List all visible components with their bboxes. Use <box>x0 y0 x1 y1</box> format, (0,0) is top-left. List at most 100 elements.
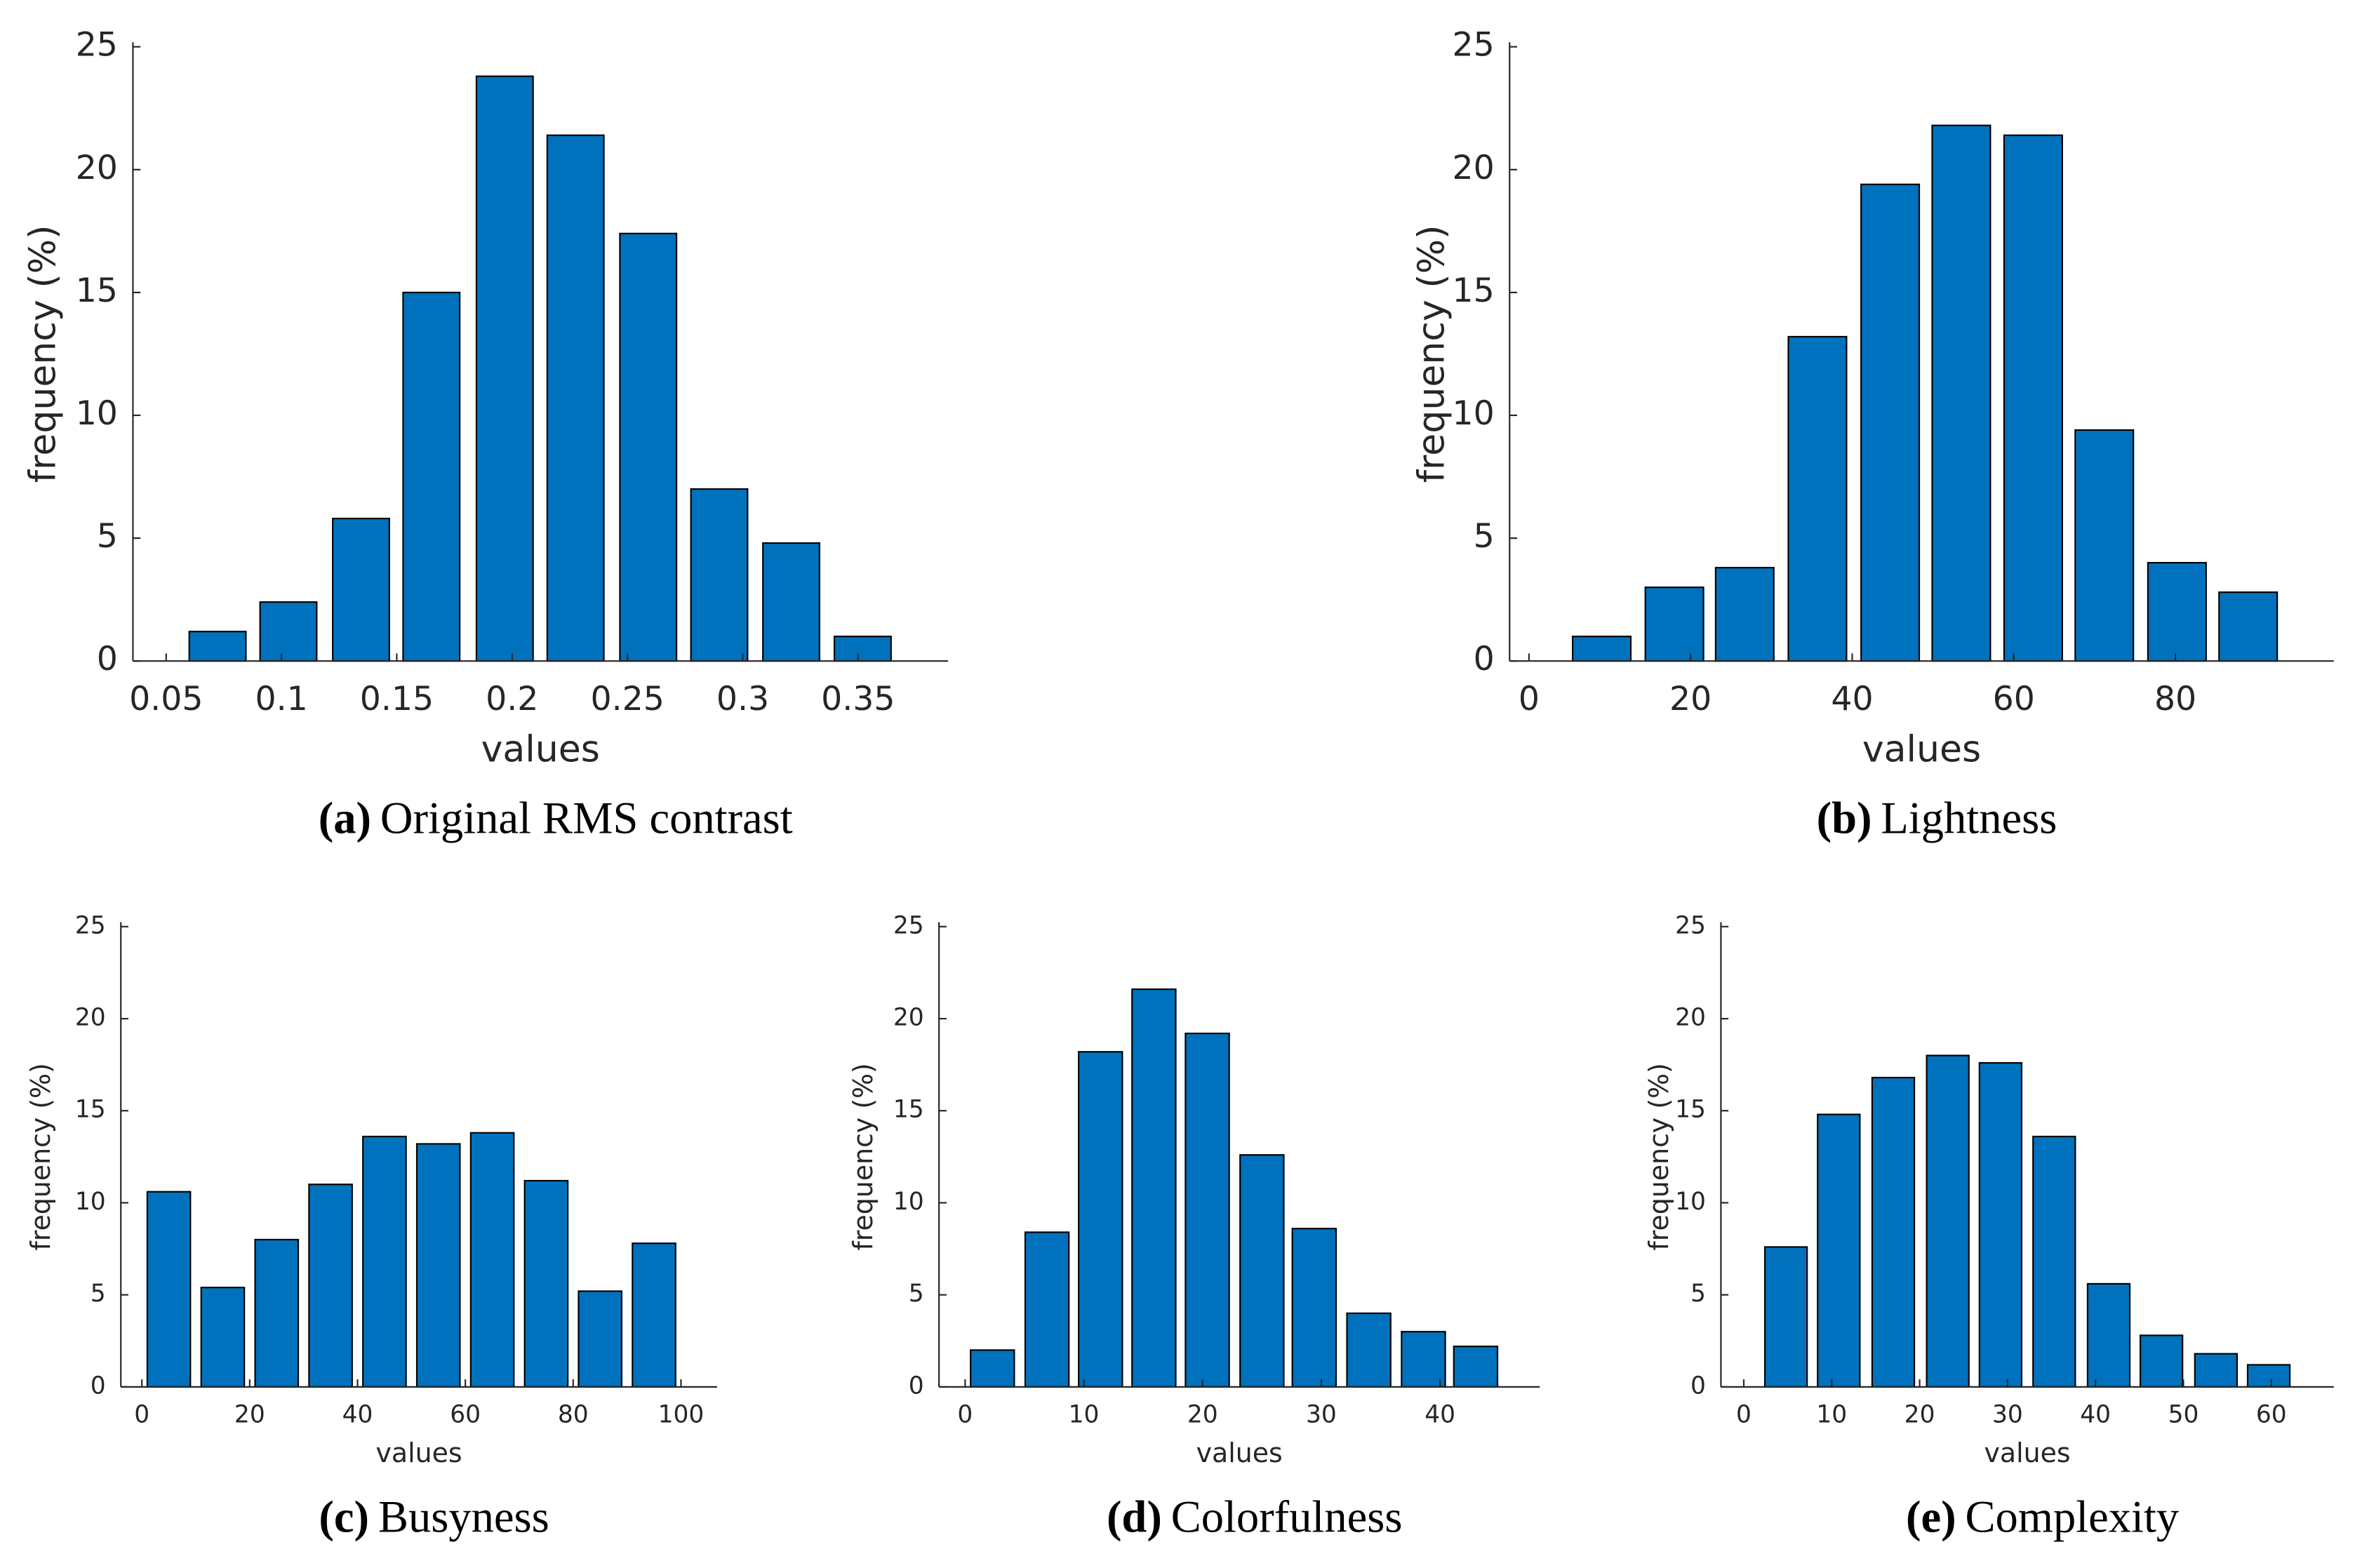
x-axis-label: values <box>1984 1438 2071 1468</box>
caption: (d) Colorfulness <box>1107 1491 1403 1541</box>
x-axis-label: values <box>376 1438 462 1468</box>
x-tick-label: 40 <box>1831 680 1873 718</box>
caption-label: (e) <box>1906 1491 1956 1541</box>
y-tick-label: 10 <box>1675 1188 1706 1216</box>
bar <box>523 1179 569 1388</box>
y-tick-label: 25 <box>893 911 924 939</box>
bar <box>619 232 678 662</box>
y-tick-label: 15 <box>1453 272 1495 310</box>
y-axis-label: frequency (%) <box>22 225 65 483</box>
y-tick-label: 15 <box>76 272 118 310</box>
x-tick-label: 0.25 <box>590 680 664 718</box>
x-tick-label: 80 <box>558 1401 589 1429</box>
y-axis-label: frequency (%) <box>848 1063 879 1250</box>
bar <box>1239 1154 1285 1388</box>
x-tick-label: 30 <box>1306 1401 1337 1429</box>
x-tick-label: 100 <box>658 1401 705 1429</box>
bar <box>1401 1331 1446 1388</box>
y-tick-label: 25 <box>1453 26 1495 65</box>
y-tick-label: 0 <box>909 1372 924 1400</box>
y-tick-label: 10 <box>75 1188 106 1216</box>
bar <box>1978 1061 2023 1388</box>
bar <box>1871 1076 1916 1388</box>
bar <box>1787 335 1848 662</box>
y-tick-label: 15 <box>75 1096 106 1124</box>
y-tick-label: 20 <box>893 1003 924 1031</box>
x-tick-label: 20 <box>1187 1401 1218 1429</box>
y-tick-label: 10 <box>893 1188 924 1216</box>
y-tick-label: 5 <box>91 1280 106 1308</box>
bar <box>1926 1054 1970 1388</box>
bar <box>1346 1312 1392 1388</box>
bar <box>2086 1282 2131 1388</box>
x-tick-label: 0.35 <box>821 680 895 718</box>
caption-label: (c) <box>319 1491 369 1541</box>
bar <box>1714 567 1775 662</box>
bar <box>1453 1346 1499 1388</box>
y-tick-label: 0 <box>97 640 118 678</box>
x-tick-label: 20 <box>1904 1401 1935 1429</box>
bar <box>1024 1231 1070 1388</box>
x-tick-label: 0.05 <box>129 680 203 718</box>
y-tick-label: 10 <box>1453 394 1495 433</box>
x-tick-label: 0.3 <box>716 680 769 718</box>
bar <box>1644 587 1704 662</box>
x-tick-label: 30 <box>1992 1401 2023 1429</box>
caption-text: Lightness <box>1881 792 2057 843</box>
bar <box>469 1132 515 1388</box>
bar <box>578 1290 623 1388</box>
y-tick-label: 0 <box>1474 640 1495 678</box>
y-tick-label: 20 <box>76 149 118 187</box>
y-tick-label: 5 <box>909 1280 924 1308</box>
caption-label: (a) <box>319 792 371 843</box>
bar <box>2147 562 2207 662</box>
x-axis-label: values <box>1196 1438 1283 1468</box>
bar <box>970 1349 1015 1388</box>
bar <box>146 1191 192 1388</box>
caption: (b) Lightness <box>1817 792 2057 843</box>
x-tick-label: 0 <box>134 1401 149 1429</box>
y-tick-label: 15 <box>1675 1096 1706 1124</box>
x-tick-label: 0 <box>957 1401 973 1429</box>
x-tick-label: 0.1 <box>255 680 307 718</box>
y-tick-label: 5 <box>1690 1280 1706 1308</box>
bar <box>546 134 605 662</box>
y-tick-label: 25 <box>75 911 106 939</box>
bar <box>1931 124 1992 662</box>
bar <box>259 601 318 662</box>
bar <box>1078 1051 1123 1388</box>
bar <box>2194 1353 2238 1388</box>
x-tick-label: 20 <box>234 1401 265 1429</box>
caption-label: (d) <box>1107 1491 1162 1541</box>
x-tick-label: 40 <box>342 1401 373 1429</box>
y-tick-label: 0 <box>91 1372 106 1400</box>
bar <box>632 1242 676 1388</box>
y-tick-label: 15 <box>893 1096 924 1124</box>
bar <box>402 291 461 662</box>
x-tick-label: 20 <box>1669 680 1712 718</box>
x-tick-label: 60 <box>1993 680 2035 718</box>
bar <box>200 1287 246 1388</box>
bar <box>362 1135 407 1388</box>
bar <box>833 636 892 662</box>
x-tick-label: 50 <box>2168 1401 2199 1429</box>
x-tick-label: 60 <box>2256 1401 2287 1429</box>
x-tick-label: 10 <box>1069 1401 1100 1429</box>
bar <box>1817 1113 1861 1388</box>
bar <box>2074 429 2135 662</box>
bar <box>475 75 534 662</box>
caption-text: Original RMS contrast <box>380 792 793 843</box>
bar <box>415 1143 461 1388</box>
x-tick-label: 0.15 <box>360 680 434 718</box>
bar <box>2246 1364 2291 1388</box>
y-tick-label: 0 <box>1690 1372 1706 1400</box>
y-axis-label: frequency (%) <box>1411 225 1453 483</box>
x-tick-label: 0 <box>1519 680 1540 718</box>
y-tick-label: 20 <box>1675 1003 1706 1031</box>
x-tick-label: 40 <box>1425 1401 1455 1429</box>
bar <box>332 517 390 662</box>
bar <box>1291 1228 1337 1388</box>
bar <box>308 1184 353 1388</box>
